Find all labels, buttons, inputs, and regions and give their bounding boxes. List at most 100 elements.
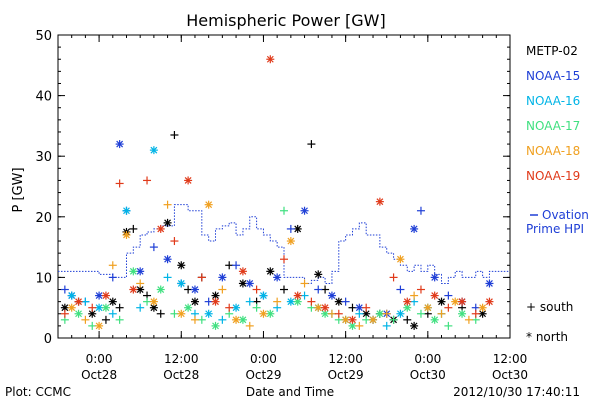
data-point — [300, 291, 309, 300]
point-stroke — [486, 298, 493, 306]
data-point — [245, 321, 254, 330]
point-stroke — [479, 304, 487, 312]
point-stroke — [335, 298, 343, 306]
data-point — [464, 315, 473, 324]
data-point — [149, 243, 158, 252]
data-point — [177, 261, 186, 270]
data-point — [382, 321, 391, 330]
data-point — [458, 297, 467, 306]
data-point — [334, 309, 343, 318]
data-point — [129, 224, 138, 233]
x-tick-label-date: Oct29 — [328, 368, 364, 382]
point-stroke — [136, 286, 144, 293]
data-point — [444, 291, 453, 300]
data-point — [190, 297, 199, 306]
data-point — [232, 303, 241, 312]
data-point — [149, 146, 158, 155]
data-point — [88, 321, 97, 330]
point-stroke — [431, 292, 439, 300]
data-point — [136, 279, 145, 288]
point-stroke — [177, 280, 185, 287]
point-stroke — [438, 298, 445, 306]
y-tick-label: 50 — [35, 29, 52, 44]
data-point — [382, 309, 391, 318]
data-point — [190, 315, 199, 324]
data-point — [177, 309, 186, 318]
data-point — [314, 285, 323, 294]
point-stroke — [451, 298, 459, 306]
x-tick-label-date: Oct30 — [410, 368, 446, 382]
legend-entry: NOAA-16 — [526, 94, 580, 108]
point-stroke — [410, 225, 418, 233]
data-point — [238, 315, 247, 324]
data-point — [245, 279, 254, 288]
data-point — [416, 285, 425, 294]
data-point — [115, 303, 124, 312]
plot-timestamp: 2012/10/30 17:40:11 — [453, 385, 580, 399]
data-point — [362, 303, 371, 312]
point-stroke — [349, 322, 356, 330]
data-point — [156, 224, 165, 233]
data-point — [485, 297, 494, 306]
point-stroke — [369, 316, 377, 324]
ovation-hpi-line — [58, 204, 510, 284]
point-stroke — [376, 310, 384, 318]
data-point — [122, 206, 131, 215]
data-point — [430, 291, 439, 300]
data-point — [410, 291, 419, 300]
point-stroke — [266, 310, 274, 318]
data-point — [396, 255, 405, 264]
x-tick-label-time: 0:00 — [250, 352, 277, 366]
legend-ovation-label: Ovation — [542, 208, 589, 222]
data-point — [211, 321, 220, 330]
data-point — [293, 291, 302, 300]
point-stroke — [129, 267, 137, 275]
point-stroke — [212, 292, 219, 300]
data-point — [197, 273, 206, 282]
point-stroke — [403, 304, 411, 312]
data-point — [108, 297, 117, 306]
data-point — [375, 197, 384, 206]
data-point — [437, 309, 446, 318]
data-point — [204, 309, 213, 318]
point-stroke — [342, 316, 350, 324]
data-point — [416, 206, 425, 215]
data-point — [225, 303, 234, 312]
data-point — [396, 285, 405, 294]
data-point — [437, 297, 446, 306]
data-point — [170, 309, 179, 318]
data-point — [259, 291, 268, 300]
data-point — [238, 279, 247, 288]
point-stroke — [376, 198, 384, 206]
point-stroke — [239, 280, 247, 287]
x-tick-label-time: 12:00 — [164, 352, 199, 366]
point-stroke — [294, 225, 302, 233]
point-stroke — [321, 304, 329, 312]
data-point — [60, 309, 69, 318]
data-point — [410, 224, 419, 233]
point-stroke — [116, 140, 124, 148]
data-point — [163, 255, 172, 264]
point-stroke — [191, 286, 199, 293]
y-tick-label: 0 — [44, 332, 52, 347]
point-stroke — [184, 177, 192, 184]
point-stroke — [328, 292, 336, 300]
data-point — [108, 261, 117, 270]
point-stroke — [95, 322, 103, 330]
data-point — [403, 297, 412, 306]
point-stroke — [266, 55, 274, 63]
data-point — [81, 297, 90, 306]
point-stroke — [61, 304, 69, 312]
point-stroke — [136, 267, 144, 275]
point-stroke — [129, 286, 137, 293]
x-tick-label-time: 12:00 — [493, 352, 528, 366]
data-point — [266, 55, 275, 64]
x-tick-label-date: Oct30 — [492, 368, 528, 382]
data-point — [307, 297, 316, 306]
data-point — [184, 303, 193, 312]
data-point — [423, 303, 432, 312]
legend-entry: NOAA-17 — [526, 119, 580, 133]
data-point — [259, 309, 268, 318]
y-tick-label: 30 — [35, 150, 52, 165]
data-point — [314, 303, 323, 312]
